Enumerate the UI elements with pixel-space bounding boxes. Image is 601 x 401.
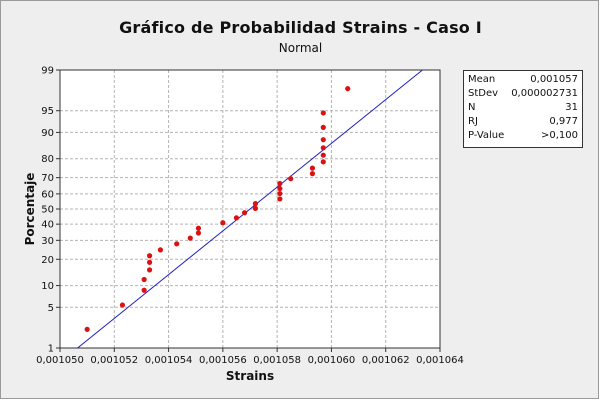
data-point [320,159,326,165]
stats-label: N [468,102,476,113]
data-point [233,215,240,221]
data-point [252,201,259,207]
data-point [277,196,283,202]
stats-row-p-value: P-Value >0,100 [468,130,578,144]
data-point [84,326,90,332]
y-tick-label: 99 [41,66,54,77]
x-tick-label: 0,001058 [253,355,301,366]
data-point [141,276,147,283]
data-point [141,287,147,293]
stats-label: Mean [468,74,496,85]
y-axis-title: Porcentaje [23,173,37,246]
x-tick-label: 0,001056 [199,355,247,366]
x-tick-label: 0,001050 [36,355,84,366]
stats-label: StDev [468,88,499,99]
data-point [277,190,283,197]
y-tick-label: 50 [41,205,54,216]
data-point [309,165,316,171]
y-tick-label: 80 [41,154,54,165]
chart-title: Gráfico de Probabilidad Strains - Caso I [119,18,482,37]
data-point [288,176,294,182]
data-point [320,152,326,158]
chart-subtitle: Normal [278,41,323,55]
stats-value: 0,000002731 [511,88,578,99]
data-point [277,180,283,187]
data-point [146,259,153,265]
data-point [320,124,326,130]
data-point [187,235,193,241]
data-point [119,302,126,308]
x-axis-title: Strains [226,369,274,383]
data-point [157,247,164,253]
stats-row-n: N 31 [468,102,578,116]
data-point [252,205,259,212]
x-tick-label: 0,001064 [416,355,464,366]
data-point [220,220,226,226]
data-point [320,137,326,143]
stats-value: 31 [565,102,578,113]
x-tick-label: 0,001060 [308,355,356,366]
stats-row-stdev: StDev 0,000002731 [468,88,578,102]
stats-label: RJ [468,116,478,127]
stats-value: 0,977 [549,116,578,127]
data-point [277,185,283,192]
fitted-line [77,70,423,348]
data-point [241,210,248,216]
y-tick-label: 90 [41,128,54,139]
y-tick-label: 95 [41,106,54,117]
x-tick-label: 0,001052 [90,355,138,366]
statistics-box: Mean 0,001057 StDev 0,000002731 N 31 RJ … [463,70,583,148]
y-tick-label: 30 [41,236,54,247]
data-point [195,230,202,236]
y-tick-label: 60 [41,189,54,200]
stats-value: >0,100 [540,130,578,141]
stats-value: 0,001057 [530,74,578,85]
data-point [146,267,153,273]
x-tick-label: 0,001062 [362,355,410,366]
stats-row-rj: RJ 0,977 [468,116,578,130]
y-tick-label: 10 [41,281,54,292]
stats-label: P-Value [468,130,505,141]
y-tick-label: 20 [41,255,54,266]
data-point [174,241,180,247]
data-point [345,86,351,92]
y-tick-label: 40 [41,220,54,231]
y-tick-label: 5 [48,303,54,314]
data-point [309,171,316,177]
data-point [320,145,326,151]
x-tick-label: 0,001054 [145,355,193,366]
data-point [146,253,153,259]
data-point [320,110,326,116]
y-tick-label: 1 [48,344,54,355]
y-tick-label: 70 [41,173,54,184]
data-point [195,225,202,231]
stats-row-mean: Mean 0,001057 [468,74,578,88]
